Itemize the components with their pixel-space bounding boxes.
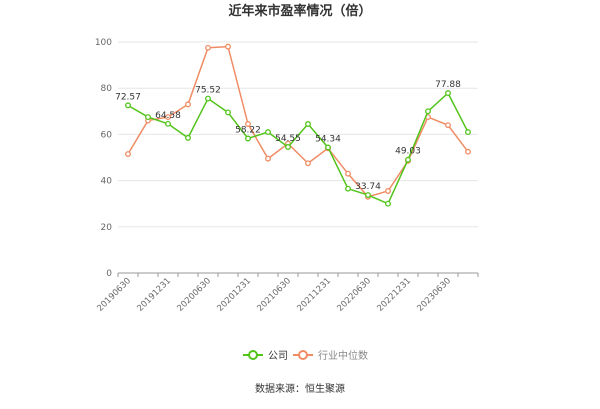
data-point[interactable] bbox=[385, 200, 391, 207]
data-label: 49.03 bbox=[395, 147, 421, 157]
data-point[interactable] bbox=[145, 114, 151, 121]
x-axis: 20190630 20191231 20200630 20201231 20210630… bbox=[95, 272, 479, 314]
legend[interactable]: 公司 行业中位数 bbox=[243, 349, 368, 362]
data-label: 75.52 bbox=[195, 86, 221, 96]
legend-industry-label: 行业中位数 bbox=[318, 349, 368, 362]
series-line-0 bbox=[127, 91, 469, 205]
data-point[interactable] bbox=[465, 129, 471, 136]
data-point[interactable] bbox=[345, 185, 351, 192]
data-point[interactable] bbox=[165, 120, 171, 127]
x-tick-label: 20200630 bbox=[175, 276, 213, 314]
data-label: 58.22 bbox=[235, 126, 261, 136]
legend-industry-marker-icon bbox=[298, 350, 308, 360]
data-point[interactable] bbox=[185, 101, 191, 108]
data-point[interactable] bbox=[365, 192, 371, 199]
data-point[interactable] bbox=[465, 148, 471, 155]
legend-company-label: 公司 bbox=[268, 351, 288, 362]
data-point[interactable] bbox=[445, 90, 451, 97]
data-label: 54.55 bbox=[275, 134, 301, 144]
x-tick-label: 20210630 bbox=[255, 276, 293, 314]
data-point[interactable] bbox=[245, 135, 251, 142]
data-point[interactable] bbox=[285, 144, 291, 150]
legend-item-company[interactable]: 公司 bbox=[243, 350, 288, 362]
data-point[interactable] bbox=[345, 170, 351, 177]
data-point[interactable] bbox=[385, 188, 391, 194]
data-point[interactable] bbox=[205, 95, 211, 102]
data-point[interactable] bbox=[425, 108, 431, 115]
x-tick-label: 20190630 bbox=[95, 276, 133, 314]
x-tick-label: 20211231 bbox=[295, 276, 333, 314]
x-tick-label: 20191231 bbox=[135, 276, 173, 314]
data-labels: 72.57 64.58 75.52 58.22 54.55 54.34 33.74 49.03… bbox=[115, 80, 461, 192]
y-tick-label: 40 bbox=[101, 177, 113, 187]
data-point[interactable] bbox=[225, 109, 231, 116]
data-label: 33.74 bbox=[355, 182, 381, 192]
data-point[interactable] bbox=[305, 160, 311, 167]
y-tick-label: 0 bbox=[106, 269, 112, 279]
data-point[interactable] bbox=[265, 155, 271, 162]
data-point[interactable] bbox=[185, 134, 191, 141]
y-axis: 0 20 40 60 80 100 bbox=[95, 38, 112, 279]
series-layer bbox=[125, 43, 471, 207]
data-point[interactable] bbox=[125, 102, 131, 109]
x-tick-label: 20230630 bbox=[415, 276, 453, 314]
data-label: 72.57 bbox=[115, 92, 141, 102]
data-point[interactable] bbox=[265, 129, 271, 136]
y-tick-label: 80 bbox=[101, 84, 113, 94]
y-tick-label: 60 bbox=[101, 130, 113, 140]
data-point[interactable] bbox=[225, 43, 231, 50]
x-tick-label: 20201231 bbox=[215, 276, 253, 314]
data-label: 54.34 bbox=[315, 134, 341, 144]
x-tick-label: 20220630 bbox=[335, 276, 373, 314]
data-label: 64.58 bbox=[155, 111, 181, 121]
data-point[interactable] bbox=[165, 114, 171, 121]
data-point[interactable] bbox=[445, 122, 451, 129]
chart-title: 近年来市盈率情况（倍） bbox=[228, 3, 371, 19]
x-tick-label: 20221231 bbox=[375, 276, 413, 314]
y-tick-label: 100 bbox=[95, 38, 112, 48]
data-label: 77.88 bbox=[435, 80, 461, 90]
data-point[interactable] bbox=[305, 121, 311, 127]
data-point[interactable] bbox=[125, 151, 131, 157]
series-line-1 bbox=[127, 45, 469, 198]
data-point[interactable] bbox=[325, 144, 331, 151]
legend-item-industry-median[interactable]: 行业中位数 bbox=[293, 349, 368, 362]
data-point[interactable] bbox=[205, 44, 211, 51]
y-tick-label: 20 bbox=[101, 223, 113, 233]
data-point[interactable] bbox=[405, 156, 411, 163]
data-source-note: 数据来源：恒生聚源 bbox=[255, 382, 345, 395]
legend-company-marker-icon bbox=[248, 350, 258, 360]
data-point[interactable] bbox=[245, 121, 251, 127]
